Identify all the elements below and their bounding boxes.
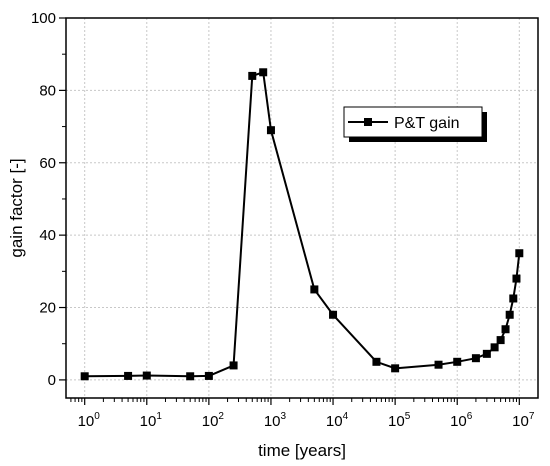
data-point <box>471 354 480 363</box>
data-point <box>248 71 257 80</box>
data-point <box>204 371 213 380</box>
data-point <box>372 357 381 366</box>
data-point <box>329 310 338 319</box>
data-point <box>512 274 521 283</box>
plot-frame <box>65 17 539 399</box>
data-point <box>482 349 491 358</box>
data-point <box>124 371 133 380</box>
x-tick-label: 101 <box>140 411 163 430</box>
data-point <box>186 372 195 381</box>
data-point <box>505 310 514 319</box>
x-axis-title: time [years] <box>258 441 346 460</box>
x-tick-label: 106 <box>450 411 473 430</box>
data-point <box>266 126 275 135</box>
y-tick-label: 100 <box>31 10 56 27</box>
x-tick-label: 100 <box>78 411 101 430</box>
y-tick-label: 80 <box>39 82 56 99</box>
data-point <box>434 360 443 369</box>
data-point <box>142 371 151 380</box>
x-tick-label: 102 <box>202 411 225 430</box>
data-point <box>80 372 89 381</box>
data-point <box>496 336 505 345</box>
data-point <box>259 68 268 77</box>
legend: P&T gain <box>343 106 487 142</box>
data-point <box>391 364 400 373</box>
x-tick-label: 103 <box>264 411 287 430</box>
x-tick-label: 107 <box>512 411 535 430</box>
data-point <box>310 285 319 294</box>
y-axis: 0 20 40 60 80 100 <box>31 10 66 389</box>
data-point <box>515 249 524 258</box>
legend-label: P&T gain <box>394 115 460 132</box>
legend-marker <box>364 118 372 126</box>
y-tick-label: 0 <box>48 372 56 389</box>
x-tick-label: 105 <box>388 411 411 430</box>
data-point <box>453 357 462 366</box>
y-tick-label: 20 <box>39 300 56 317</box>
data-point <box>229 361 238 370</box>
x-tick-label: 104 <box>326 411 349 430</box>
y-tick-label: 60 <box>39 155 56 172</box>
x-axis: 100 101 102 103 104 105 106 107 <box>70 398 535 430</box>
y-tick-label: 40 <box>39 227 56 244</box>
data-point <box>490 343 499 352</box>
data-point <box>509 294 518 303</box>
data-point <box>501 325 510 334</box>
plot-area <box>80 68 524 381</box>
y-axis-title: gain factor [-] <box>7 158 26 257</box>
